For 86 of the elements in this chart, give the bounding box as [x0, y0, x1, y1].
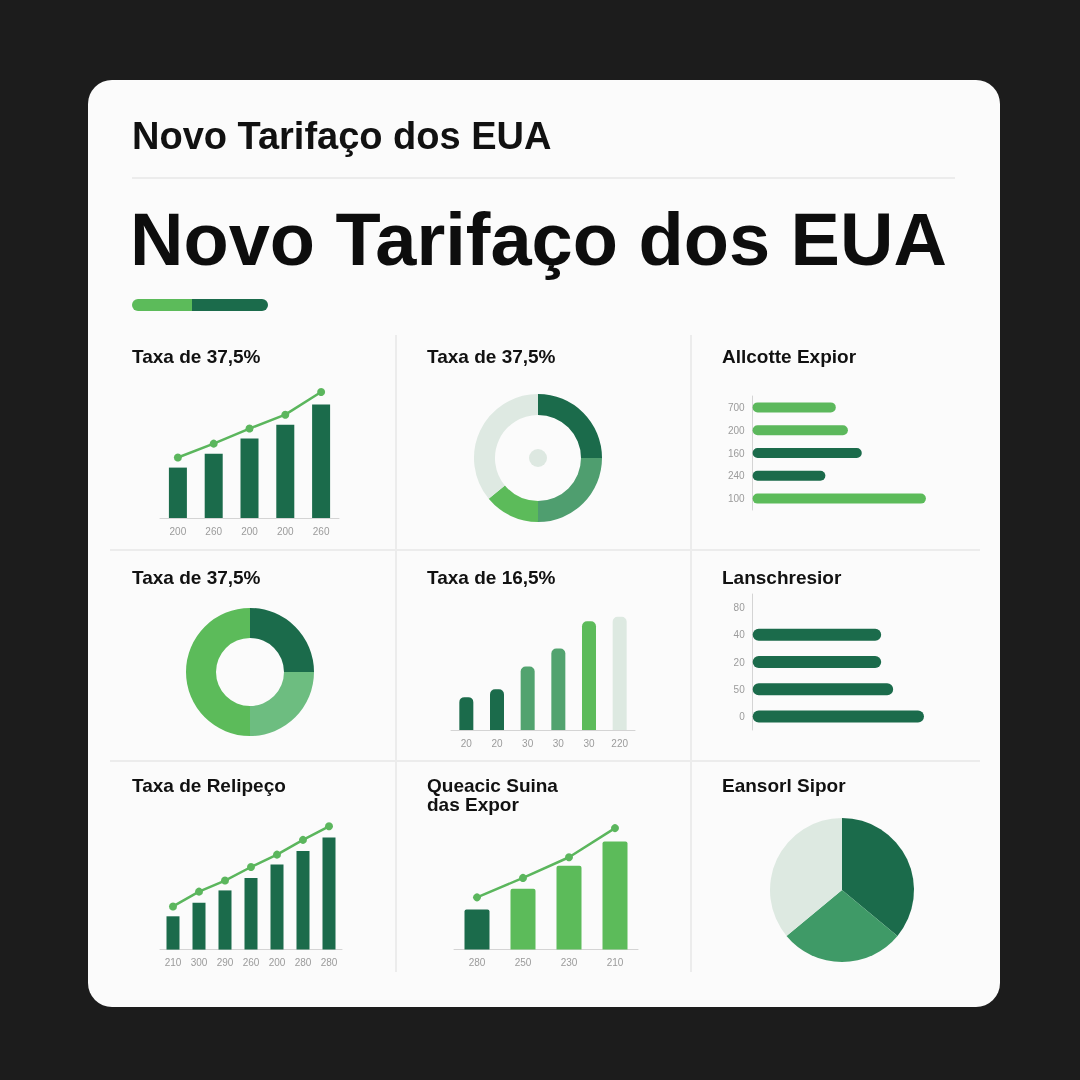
- bar: [240, 438, 259, 518]
- y-tick-label: 50: [733, 683, 746, 695]
- x-tick-label: 20: [491, 737, 503, 749]
- point: [519, 873, 527, 882]
- chart-title: Taxa de 37,5%: [132, 567, 261, 588]
- point: [273, 850, 281, 859]
- x-tick-label: 260: [242, 957, 260, 969]
- point: [473, 893, 481, 902]
- chart-title: Taxa de 16,5%: [427, 567, 556, 588]
- x-tick-label: 210: [164, 957, 182, 969]
- x-tick-label: 210: [606, 957, 624, 969]
- x-tick-label: 280: [294, 957, 312, 969]
- point: [247, 862, 255, 871]
- bar: [752, 448, 862, 458]
- point: [195, 887, 203, 896]
- bar: [612, 616, 627, 730]
- y-tick-label: 100: [727, 493, 746, 505]
- x-tick-label: 300: [190, 957, 208, 969]
- x-tick-label: 290: [216, 957, 234, 969]
- bar: [752, 425, 848, 436]
- bar: [204, 453, 223, 518]
- x-tick-label: 30: [552, 737, 565, 749]
- bar: [322, 837, 336, 950]
- bar: [459, 697, 474, 730]
- bar: [296, 850, 310, 950]
- point: [245, 424, 254, 433]
- chart-title: Taxa de 37,5%: [132, 346, 261, 367]
- x-tick-label: 220: [611, 737, 629, 749]
- x-tick-label: 250: [514, 957, 532, 969]
- bar: [510, 888, 536, 950]
- y-tick-label: 160: [727, 447, 746, 459]
- x-tick-label: 200: [169, 525, 187, 537]
- x-tick-label: 230: [560, 957, 578, 969]
- point: [169, 902, 177, 911]
- x-tick-label: 200: [268, 957, 286, 969]
- x-tick-label: 280: [468, 957, 486, 969]
- bar: [752, 402, 836, 413]
- x-tick-label: 200: [241, 525, 259, 537]
- point: [173, 453, 182, 462]
- bar: [602, 841, 628, 950]
- point: [611, 824, 619, 833]
- point: [221, 876, 229, 885]
- chart-title: Allcotte Expior: [722, 346, 857, 367]
- bar: [270, 864, 284, 950]
- x-tick-label: 30: [583, 737, 595, 749]
- chart-title: Taxa de Relipeço: [132, 775, 286, 796]
- bar: [551, 648, 566, 730]
- point: [209, 439, 218, 448]
- bar: [312, 404, 331, 518]
- bar: [218, 890, 232, 950]
- y-tick-label: 40: [733, 629, 746, 641]
- chart-title: Lanschresior: [722, 567, 842, 588]
- point: [565, 853, 573, 862]
- x-tick-label: 260: [205, 525, 223, 537]
- y-tick-label: 240: [727, 470, 746, 482]
- chart-title: Taxa de 37,5%: [427, 346, 556, 367]
- bar: [464, 909, 490, 950]
- bar: [276, 424, 295, 518]
- x-tick-label: 260: [312, 525, 330, 537]
- bar: [244, 878, 258, 950]
- text: Novo Tarifaço dos EUA: [130, 198, 947, 281]
- text: Novo Tarifaço dos EUA: [132, 115, 552, 157]
- bar: [166, 916, 180, 950]
- point: [325, 822, 333, 831]
- point: [317, 388, 326, 396]
- bar: [582, 621, 596, 730]
- bar: [752, 470, 826, 481]
- bar: [490, 689, 504, 730]
- y-tick-label: 200: [727, 424, 746, 436]
- x-tick-label: 200: [276, 525, 295, 537]
- x-tick-label: 30: [522, 737, 534, 749]
- bar: [520, 666, 535, 730]
- y-tick-label: 80: [733, 602, 746, 614]
- x-tick-label: 20: [460, 737, 473, 749]
- point: [299, 835, 307, 844]
- y-tick-label: 20: [733, 656, 746, 668]
- y-tick-label: 0: [739, 710, 746, 722]
- bar: [556, 865, 582, 950]
- point: [281, 410, 290, 419]
- bar: [192, 902, 206, 950]
- chart-title: Queacic Suina das Expor: [427, 775, 559, 815]
- bar: [168, 467, 187, 518]
- x-tick-label: 280: [320, 957, 338, 969]
- y-tick-label: 700: [727, 401, 746, 413]
- bar: [752, 493, 926, 504]
- chart-title: Eansorl Sipor: [722, 775, 846, 796]
